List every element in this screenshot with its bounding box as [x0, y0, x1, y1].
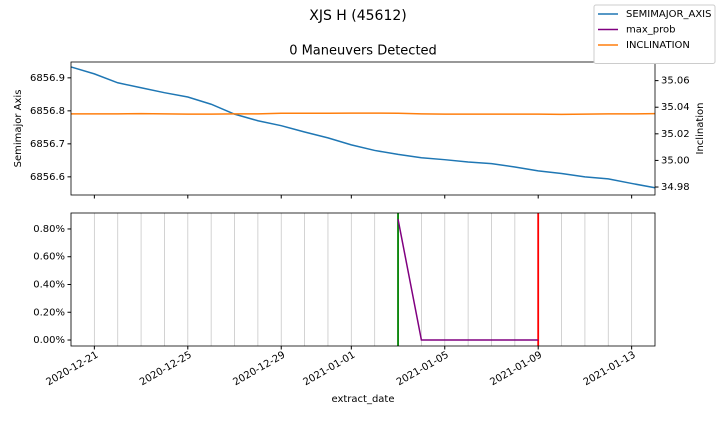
figure-title: XJS H (45612)	[309, 8, 407, 24]
y-tick-label: 6856.9	[30, 73, 65, 84]
legend-label: max_prob	[626, 25, 676, 36]
x-tick-label: 2021-01-13	[582, 350, 638, 389]
series-line	[397, 219, 539, 341]
x-tick-label: 2021-01-01	[301, 350, 357, 389]
y-tick-label: 0.60%	[33, 252, 65, 263]
legend-label: INCLINATION	[626, 40, 690, 51]
plot-frame	[70, 61, 656, 196]
x-tick-label: 2020-12-21	[45, 350, 101, 389]
y2-tick-label: 35.02	[661, 129, 690, 140]
y-tick-label: 6856.8	[30, 106, 65, 117]
y-tick-label: 0.40%	[33, 279, 65, 290]
legend-label: SEMIMAJOR_AXIS	[626, 9, 711, 20]
y2-axis-label: Inclination	[695, 103, 706, 155]
y2-tick-label: 35.00	[661, 155, 690, 166]
chart-title: 0 Maneuvers Detected	[289, 44, 437, 59]
y2-tick-label: 35.06	[661, 76, 690, 87]
y-tick-label: 6856.6	[30, 172, 65, 183]
x-tick-label: 2020-12-25	[138, 350, 194, 389]
y-tick-label: 0.20%	[33, 307, 65, 318]
x-tick-label: 2021-01-09	[488, 350, 544, 389]
x-tick-label: 2021-01-05	[395, 350, 451, 389]
y-tick-label: 0.80%	[33, 224, 65, 235]
legend-box	[593, 4, 716, 64]
series-line	[70, 66, 656, 189]
series-line	[71, 112, 656, 116]
y-tick-label: 0.00%	[33, 335, 65, 346]
x-tick-label: 2020-12-29	[231, 350, 287, 389]
y-tick-label: 6856.7	[30, 139, 65, 150]
y2-tick-label: 35.04	[661, 102, 690, 113]
plot-frame	[70, 212, 656, 347]
legend: SEMIMAJOR_AXIS max_prob INCLINATION	[593, 4, 716, 64]
y-axis-label: Semimajor Axis	[13, 90, 24, 168]
y2-tick-label: 34.98	[661, 182, 690, 193]
x-axis-label: extract_date	[331, 394, 394, 405]
